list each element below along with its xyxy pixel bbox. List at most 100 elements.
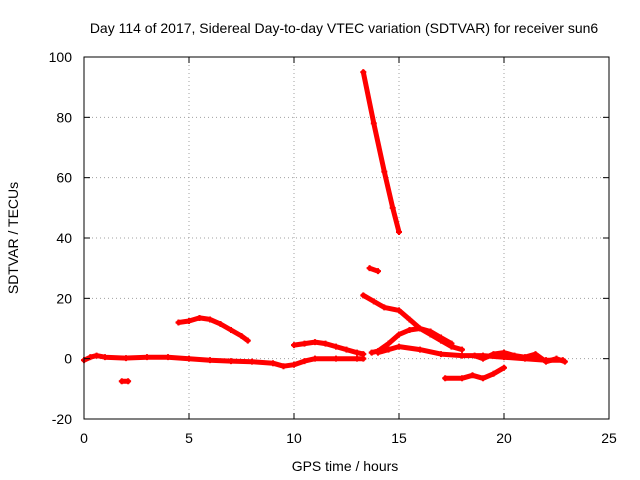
y-tick-label: 20 (56, 290, 72, 306)
data-point (102, 354, 108, 361)
grid (84, 57, 609, 419)
data-point (561, 358, 568, 365)
data-series (81, 69, 568, 385)
data-point (301, 358, 308, 365)
data-point (118, 378, 125, 385)
data-point (280, 363, 287, 370)
x-tick-label: 20 (496, 430, 512, 446)
data-point (125, 378, 132, 385)
data-point (301, 340, 308, 347)
y-tick-label: -20 (52, 411, 72, 427)
x-tick-label: 0 (80, 430, 88, 446)
data-point (207, 357, 213, 364)
data-point (427, 328, 434, 335)
data-point (354, 349, 360, 356)
data-point (312, 339, 318, 346)
y-tick-label: 40 (56, 230, 72, 246)
chart-title: Day 114 of 2017, Sidereal Day-to-day VTE… (90, 20, 599, 36)
data-point (333, 343, 339, 350)
x-tick-label: 10 (286, 430, 302, 446)
data-point (175, 319, 182, 326)
x-tick-label: 15 (391, 430, 407, 446)
data-point (381, 168, 388, 175)
data-point (511, 352, 518, 359)
data-point (165, 354, 171, 361)
data-point (270, 360, 276, 367)
data-point (406, 327, 413, 334)
data-point (490, 370, 497, 377)
data-point (366, 265, 373, 272)
data-point (312, 355, 318, 362)
data-point (360, 351, 367, 358)
data-point (343, 346, 350, 353)
data-point (381, 304, 388, 311)
data-point (333, 355, 339, 362)
data-point (459, 375, 465, 382)
data-point (93, 352, 100, 359)
data-point (417, 346, 423, 353)
data-point (196, 314, 203, 321)
data-point (360, 69, 367, 76)
data-point (375, 349, 381, 356)
data-point (442, 375, 449, 382)
data-point (438, 351, 444, 358)
data-point (370, 298, 377, 305)
data-point (438, 334, 444, 341)
plot-frame (83, 56, 610, 420)
data-point (459, 346, 465, 353)
data-point (459, 352, 465, 359)
data-point (406, 316, 413, 323)
x-tick-label: 25 (601, 430, 617, 446)
data-point (501, 349, 507, 356)
data-point (244, 337, 251, 344)
data-point (543, 358, 549, 365)
data-point (553, 355, 560, 362)
data-point (123, 355, 129, 362)
x-axis-label: GPS time / hours (292, 458, 399, 474)
data-point (217, 320, 224, 327)
data-point (490, 351, 497, 358)
data-point (186, 317, 192, 324)
data-point (322, 340, 329, 347)
data-point (228, 327, 234, 334)
y-tick-label: 60 (56, 170, 72, 186)
data-point (291, 342, 297, 349)
data-point (417, 325, 423, 332)
data-point (360, 292, 367, 299)
series-decline-13-18h (360, 292, 465, 353)
series-noise-19-23h (472, 350, 568, 365)
data-point (480, 375, 486, 382)
data-point (396, 228, 402, 235)
data-point (385, 346, 392, 353)
y-axis-label: SDTVAR / TECUs (5, 182, 21, 294)
data-point (354, 355, 360, 362)
y-tick-label: 80 (56, 109, 72, 125)
data-point (291, 361, 297, 368)
data-point (448, 340, 455, 347)
y-tick-label: 0 (64, 351, 72, 367)
data-point (375, 268, 381, 275)
data-point (396, 307, 402, 314)
data-point (501, 364, 507, 371)
data-point (238, 333, 245, 340)
data-point (522, 354, 528, 361)
data-point (249, 358, 255, 365)
data-point (207, 316, 213, 323)
data-point (480, 355, 486, 362)
data-point (396, 343, 402, 350)
data-point (228, 358, 234, 365)
data-point (144, 354, 150, 361)
data-point (87, 354, 94, 361)
data-point (396, 331, 402, 338)
x-tick-label: 5 (185, 430, 193, 446)
data-point (532, 351, 539, 358)
data-point (368, 349, 375, 356)
data-point (186, 355, 192, 362)
data-point (370, 120, 377, 127)
axis-ticks: 0 5 10 15 20 25 -20 0 20 40 60 80 100 (49, 49, 617, 446)
data-point (469, 372, 476, 379)
data-point (385, 340, 392, 347)
data-point (389, 204, 396, 211)
data-point (471, 352, 478, 359)
